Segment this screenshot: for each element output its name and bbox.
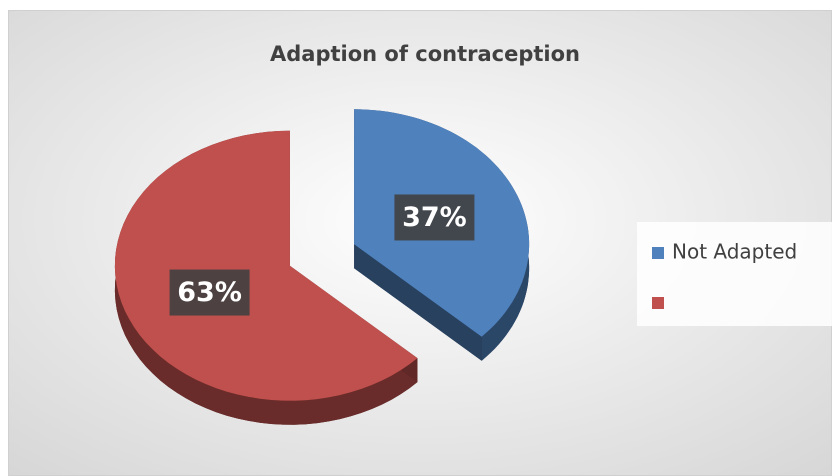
chart-title: Adaption of contraception (270, 42, 580, 66)
slice-side (114, 130, 418, 425)
legend-swatch (652, 297, 664, 309)
data-label-box (394, 194, 475, 241)
legend-swatch (652, 247, 664, 259)
slice-wall (354, 244, 482, 361)
slice (114, 130, 418, 401)
data-label-box (169, 269, 250, 316)
data-label: 37% (402, 202, 467, 233)
data-label: 63% (177, 277, 242, 308)
legend-label: Not Adapted (672, 240, 797, 264)
legend-box (637, 222, 832, 326)
